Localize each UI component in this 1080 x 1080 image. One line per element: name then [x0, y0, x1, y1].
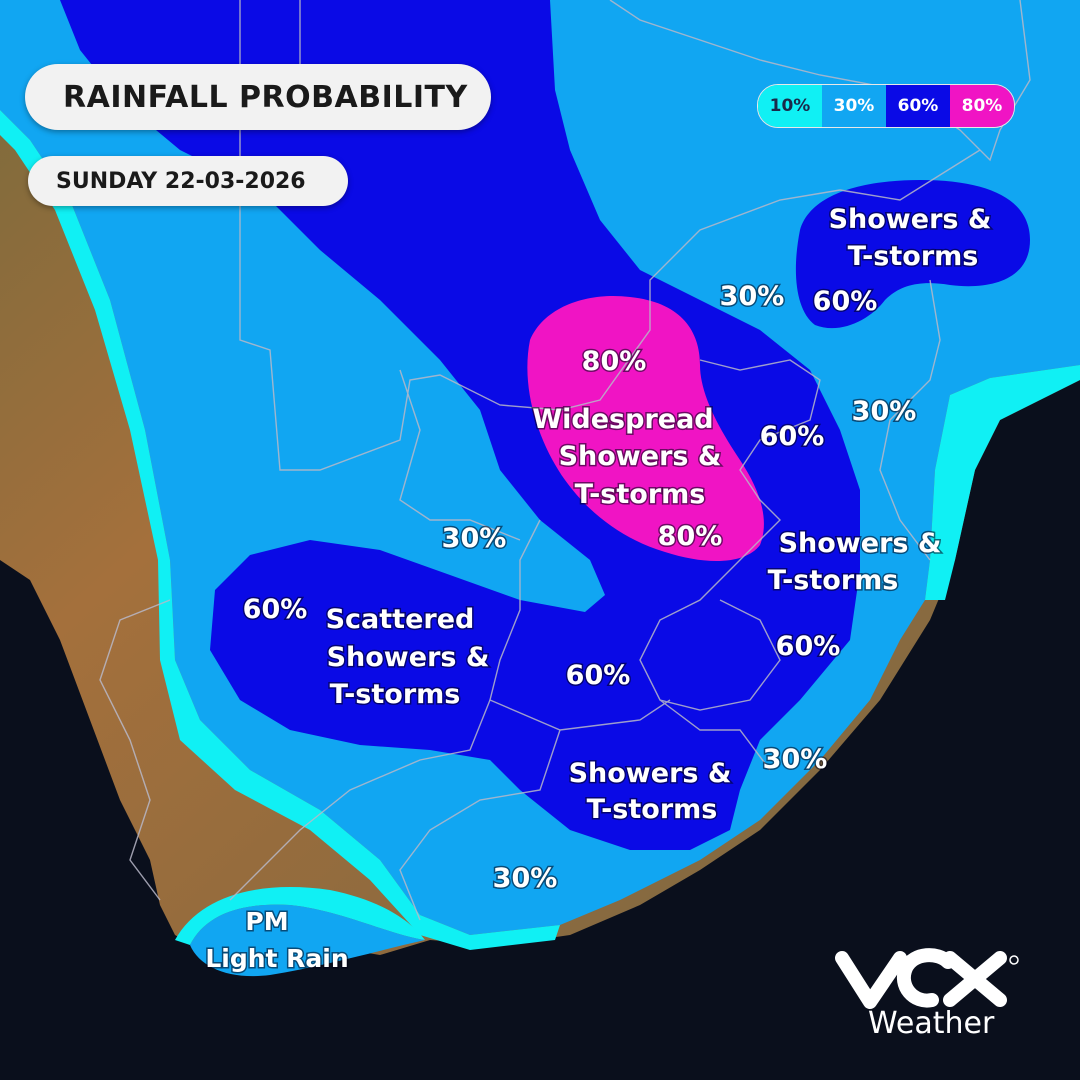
label-southeast-60: 60%	[776, 631, 841, 662]
vox-logo-icon	[835, 948, 1019, 1009]
zone-10-south	[175, 887, 425, 945]
label-scattered-2: Showers &	[327, 642, 490, 673]
label-west-60: 60%	[243, 594, 308, 625]
zone-10-east	[925, 365, 1080, 600]
page-title: RAINFALL PROBABILITY	[25, 64, 491, 130]
label-pm: PM	[245, 907, 288, 936]
probability-legend: 10% 30% 60% 80%	[757, 84, 1015, 128]
label-south-60: 60%	[566, 660, 631, 691]
brand-wordmark: Weather	[868, 1006, 995, 1041]
label-center-80-bottom: 80%	[658, 521, 723, 552]
label-west-30: 30%	[442, 523, 507, 554]
label-south-30: 30%	[493, 863, 558, 894]
legend-60: 60%	[886, 85, 950, 127]
country-borders	[99, 0, 1031, 921]
label-ne-showers-2: T-storms	[848, 241, 979, 272]
label-ne-30: 30%	[720, 281, 785, 312]
label-center-80-top: 80%	[582, 346, 647, 377]
legend-30: 30%	[822, 85, 886, 127]
legend-10: 10%	[758, 85, 822, 127]
forecast-date: SUNDAY 22-03-2026	[28, 156, 348, 206]
zone-80	[527, 295, 764, 562]
label-scattered-1: Scattered	[326, 604, 475, 635]
label-scattered-3: T-storms	[330, 679, 461, 710]
map-labels: Showers & T-storms 30% 60% 80% Widesprea…	[204, 203, 993, 975]
label-widespread-3: T-storms	[575, 479, 706, 510]
label-ne-60: 60%	[813, 286, 878, 317]
label-east-30: 30%	[852, 396, 917, 427]
label-south-showers-1: Showers &	[569, 758, 732, 789]
zone-60-ne	[795, 180, 1030, 329]
label-ne-showers-1: Showers &	[829, 204, 992, 235]
label-widespread-2: Showers &	[559, 441, 722, 472]
label-east-showers-2: T-storms	[768, 565, 899, 596]
legend-80: 80%	[950, 85, 1014, 127]
label-widespread-1: Widespread	[532, 404, 713, 435]
label-east-showers-1: Showers &	[779, 528, 942, 559]
label-light-rain: Light Rain	[205, 944, 348, 973]
label-coast-30: 30%	[763, 744, 828, 775]
zone-30-pm	[190, 904, 425, 977]
label-east-60: 60%	[760, 421, 825, 452]
label-south-showers-2: T-storms	[587, 794, 718, 825]
zone-60-main	[60, 0, 860, 850]
